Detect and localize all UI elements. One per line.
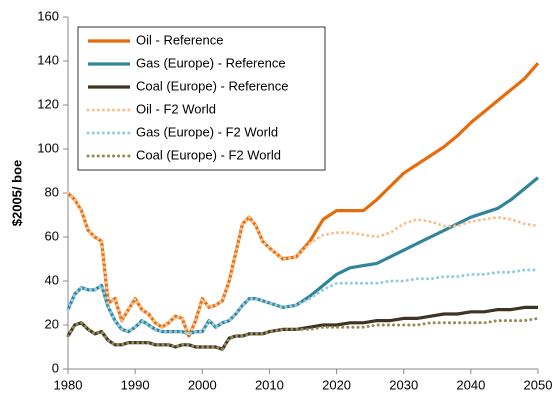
x-tick-label: 1980 [54, 377, 83, 392]
y-axis-label: $2005/ boe [9, 160, 24, 227]
x-tick-label: 2050 [524, 377, 553, 392]
x-tick-label: 2040 [456, 377, 485, 392]
y-tick-label: 140 [37, 52, 59, 67]
y-tick-label: 20 [45, 316, 59, 331]
y-tick-label: 160 [37, 8, 59, 23]
series-line [66, 191, 540, 340]
series-line [66, 268, 540, 336]
series-line [66, 176, 540, 336]
legend-label: Gas (Europe) - Reference [136, 55, 286, 70]
legend-box [77, 26, 326, 171]
x-tick-label: 2030 [389, 377, 418, 392]
x-tick-label: 1990 [121, 377, 150, 392]
y-tick-label: 80 [45, 184, 59, 199]
legend-label: Coal (Europe) - F2 World [136, 147, 281, 162]
legend-label: Gas (Europe) - F2 World [136, 124, 278, 139]
legend-label: Coal (Europe) - Reference [136, 78, 288, 93]
legend-label: Oil - Reference [136, 32, 223, 47]
y-tick-label: 60 [45, 228, 59, 243]
x-tick-label: 2010 [255, 377, 284, 392]
x-tick-label: 2000 [188, 377, 217, 392]
y-tick-label: 100 [37, 140, 59, 155]
legend-label: Oil - F2 World [136, 101, 216, 116]
x-tick-label: 2020 [322, 377, 351, 392]
y-tick-label: 40 [45, 272, 59, 287]
y-tick-label: 120 [37, 96, 59, 111]
series-line [66, 316, 540, 351]
y-tick-label: 0 [52, 360, 59, 375]
